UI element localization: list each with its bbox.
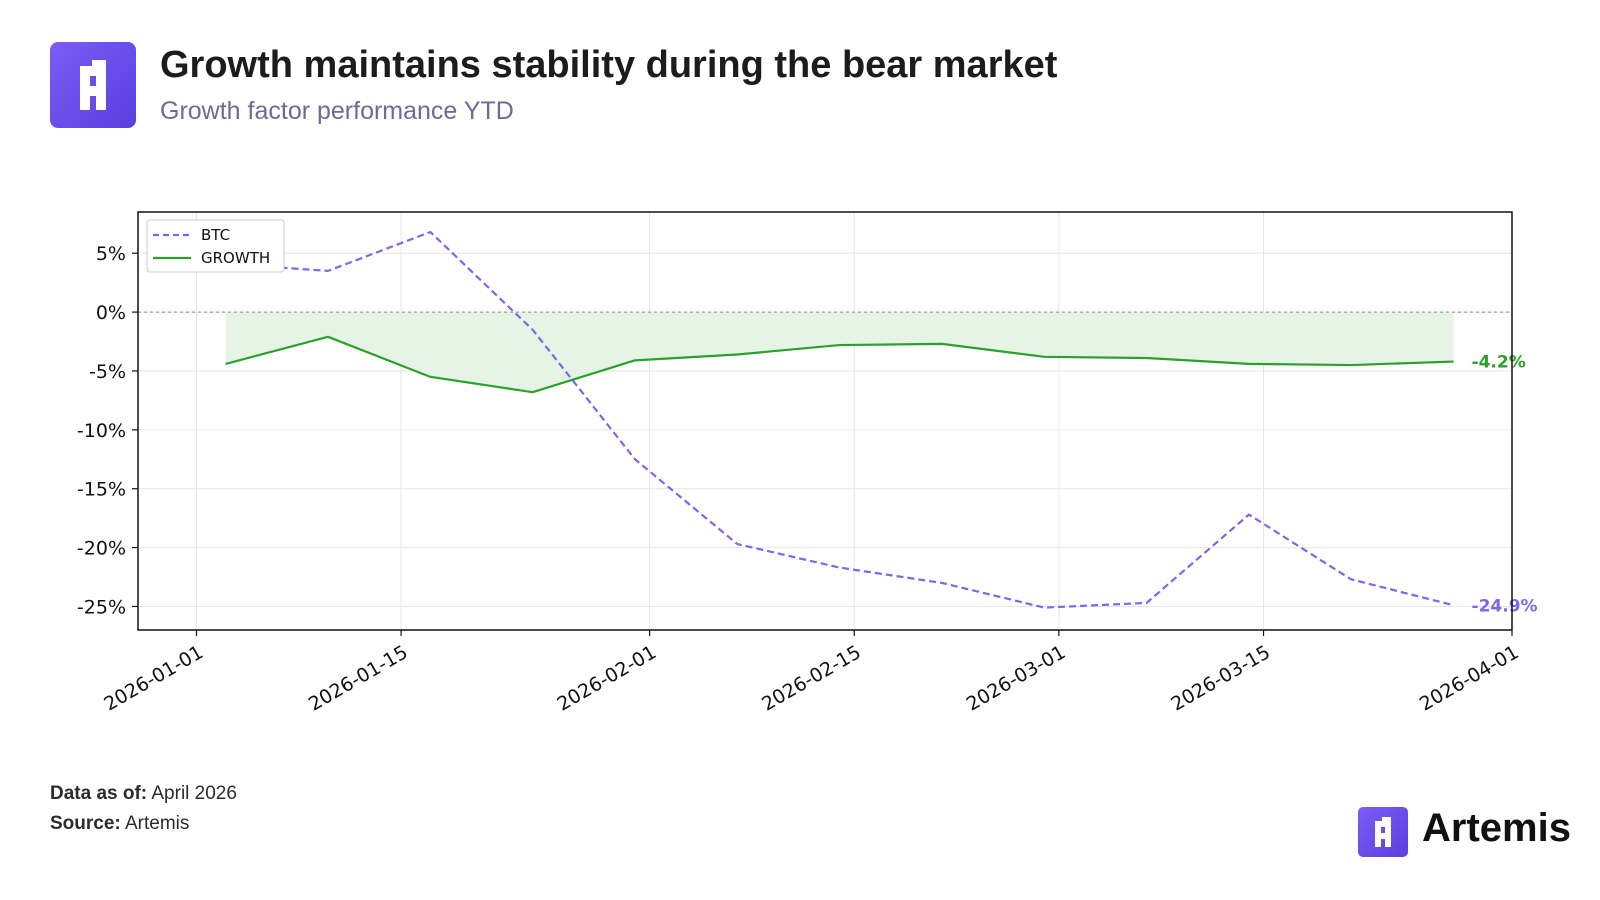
x-tick-label: 2026-02-01 [553,641,660,715]
source-label: Source: [50,813,121,834]
y-tick-label: 0% [96,302,126,324]
y-tick-label: 5% [96,243,126,265]
data-as-of-value: April 2026 [151,783,237,804]
x-tick-label: 2026-03-01 [963,641,1070,715]
page-title: Growth maintains stability during the be… [160,44,1058,86]
x-tick-label: 2026-01-01 [100,641,207,715]
x-tick-label: 2026-01-15 [305,641,412,715]
data-as-of-label: Data as of: [50,783,148,804]
end-label-btc: -24.9% [1472,596,1538,616]
source-value: Artemis [124,813,190,834]
legend-label-growth: GROWTH [201,249,270,267]
end-label-growth: -4.2% [1472,353,1526,373]
growth-vs-btc-chart: -24.9% -4.2% 5% 0% -5% -10% -15% -20% -25% 2026-0… [77,211,1538,716]
series-line-btc [225,230,1454,609]
growth-fill-area [225,312,1454,393]
source-note: Source: Artemis [50,813,189,835]
data-as-of-note: Data as of: April 2026 [50,783,237,805]
x-tick-label: 2026-03-15 [1167,641,1274,715]
brand-name: Artemis [1422,806,1571,850]
y-tick-label: -5% [89,361,126,383]
y-tick-label: -25% [77,596,126,618]
y-tick-label: -20% [77,538,126,560]
artemis-logo-icon [50,42,136,128]
artemis-logo-glyph [80,60,106,110]
artemis-brand-glyph [1375,817,1391,847]
y-tick-label: -15% [77,479,126,501]
artemis-brand-icon [1358,807,1408,857]
x-tick-label: 2026-04-01 [1416,641,1523,715]
plot-frame [137,211,1513,631]
x-tick-label: 2026-02-15 [758,641,865,715]
legend-label-btc: BTC [201,226,230,244]
y-tick-label: -10% [77,420,126,442]
page-subtitle: Growth factor performance YTD [160,97,514,125]
